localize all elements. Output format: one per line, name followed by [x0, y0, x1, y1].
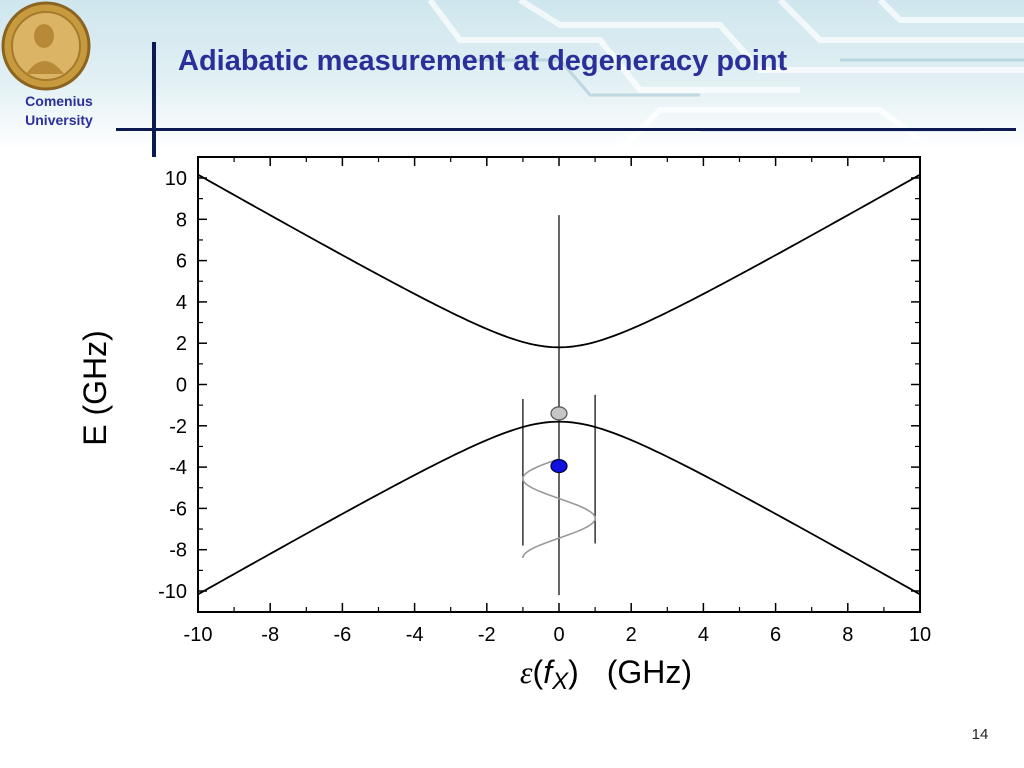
y-tick-label: 10 — [165, 168, 187, 190]
excited-state-marker — [550, 406, 568, 421]
slide-title: Adiabatic measurement at degeneracy poin… — [178, 45, 788, 77]
y-tick-label: -4 — [169, 457, 187, 479]
x-tick-label: 8 — [842, 624, 853, 646]
x-axis-label: ε(fX) (GHz) — [520, 654, 692, 695]
header-divider-horizontal — [116, 128, 1016, 131]
y-tick-label: -6 — [169, 498, 187, 520]
logo-text-line1: Comenius — [25, 93, 93, 109]
x-tick-label: 10 — [909, 624, 931, 646]
x-tick-label: -8 — [261, 624, 279, 646]
y-tick-label: 8 — [176, 209, 187, 231]
x-tick-label: 4 — [698, 624, 709, 646]
x-tick-label: -6 — [334, 624, 352, 646]
y-tick-label: -10 — [158, 581, 187, 603]
logo-text-line2: University — [25, 112, 93, 128]
tick-layer: -10 -8 -6 -4 -2 0 2 4 6 8 10 -10 -8 -6 -4 -2 0 2 4 6 8 10 — [158, 157, 931, 646]
epsilon-symbol: ε — [520, 654, 533, 690]
y-tick-label: 2 — [176, 333, 187, 355]
x-tick-label: 0 — [553, 624, 564, 646]
annotation-layer — [522, 215, 596, 596]
y-axis-label: E (GHz) — [77, 330, 113, 446]
x-tick-label: -10 — [184, 624, 213, 646]
university-seal-icon — [1, 1, 91, 91]
plot-frame — [197, 156, 921, 613]
y-tick-label: 6 — [176, 251, 187, 273]
modulation-sine-wave — [522, 458, 596, 559]
y-tick-label: -8 — [169, 540, 187, 562]
header-divider-vertical — [152, 42, 156, 157]
ground-state-marker — [550, 458, 568, 474]
header-banner: Comenius University — [0, 0, 1024, 150]
y-tick-label: 4 — [176, 292, 187, 314]
y-tick-label: 0 — [176, 375, 187, 397]
slide-number: 14 — [971, 726, 989, 743]
x-tick-label: 6 — [770, 624, 781, 646]
y-tick-label: -2 — [169, 416, 187, 438]
x-tick-label: -4 — [406, 624, 424, 646]
x-tick-label: -2 — [478, 624, 496, 646]
x-tick-label: 2 — [626, 624, 637, 646]
